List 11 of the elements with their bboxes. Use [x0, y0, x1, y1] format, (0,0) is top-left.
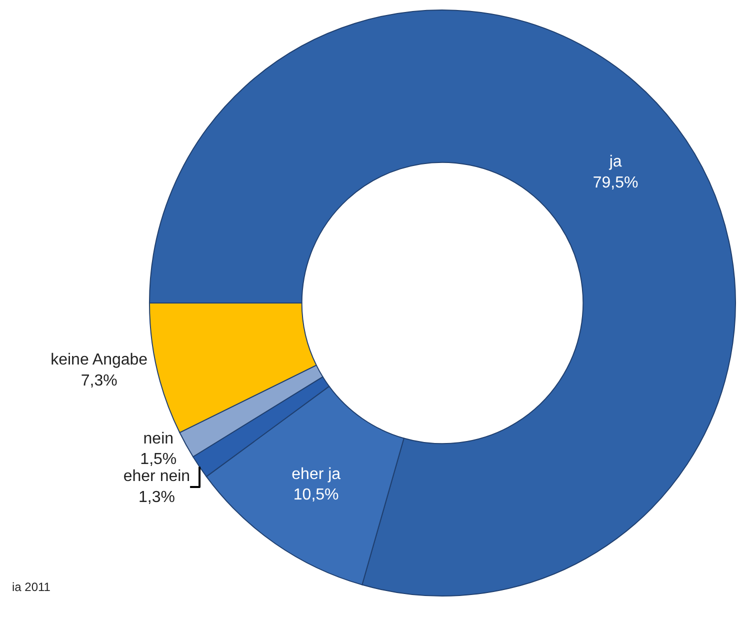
data-label: 10,5%	[293, 486, 339, 504]
slice-label: ja	[608, 153, 622, 170]
data-label: 7,3%	[80, 372, 118, 390]
slice-label: eher ja	[292, 466, 341, 483]
slice-label: keine Angabe	[50, 352, 148, 369]
slice-label: eher nein	[123, 468, 190, 486]
data-label: 1,3%	[138, 488, 175, 506]
slice-label: nein	[143, 430, 174, 448]
data-label: 79,5%	[592, 174, 638, 192]
text: ia 2011	[12, 580, 51, 594]
data-label: 1,5%	[140, 451, 177, 468]
